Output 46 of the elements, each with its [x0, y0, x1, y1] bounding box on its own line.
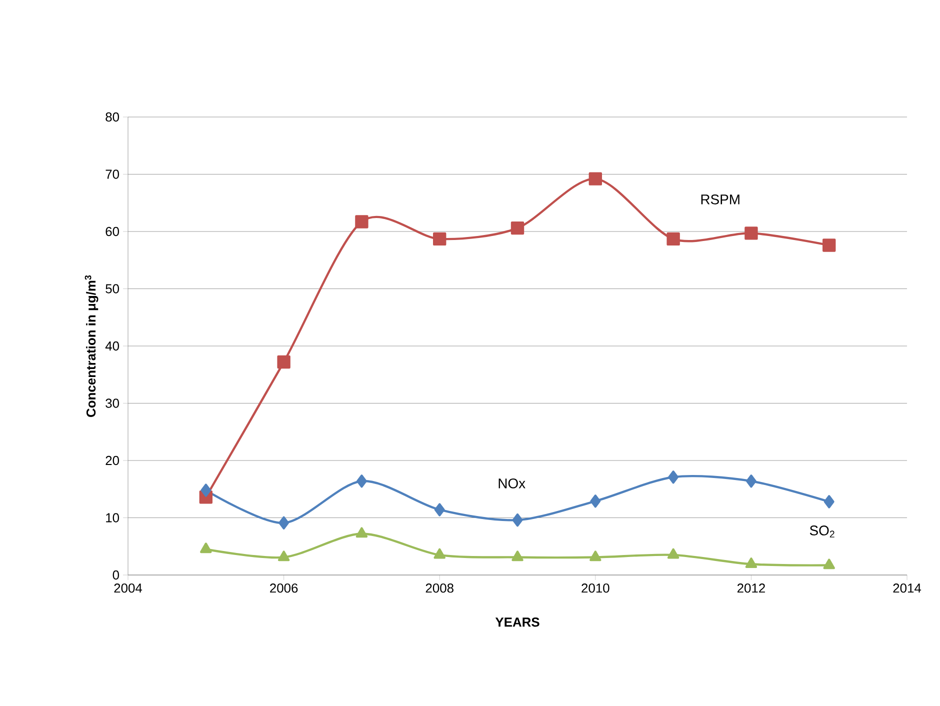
series-label: NOx	[498, 478, 526, 488]
y-tick-label: 70	[106, 170, 120, 179]
x-tick-label: 2004	[114, 584, 142, 593]
point	[744, 226, 758, 240]
x-tick-label: 2014	[893, 584, 922, 593]
point	[746, 474, 756, 488]
y-tick-label: 60	[106, 226, 120, 236]
point	[278, 550, 290, 562]
y-tick-label: 80	[106, 112, 120, 122]
point	[510, 221, 524, 235]
y-tick-label: 50	[106, 284, 120, 294]
series-label: SO$_{2}$	[810, 526, 834, 538]
y-axis-title: Concentration in μg/m$^{3}$	[84, 275, 98, 417]
point	[745, 558, 758, 568]
point	[822, 238, 836, 252]
point	[824, 495, 834, 508]
y-tick-label: 20	[106, 456, 120, 466]
point	[590, 494, 601, 508]
y-tick-label: 40	[105, 341, 120, 351]
point	[434, 503, 445, 516]
point	[356, 527, 368, 538]
x-tick-label: 2006	[270, 584, 298, 593]
point	[278, 516, 290, 530]
point	[434, 548, 446, 559]
point	[355, 215, 368, 228]
x-tick-label: 2008	[426, 584, 454, 593]
point	[200, 542, 212, 554]
point	[823, 558, 835, 570]
point	[668, 470, 679, 484]
point	[667, 548, 680, 559]
point	[200, 484, 212, 497]
series-label: RSPM	[701, 194, 740, 204]
point	[588, 172, 602, 186]
point	[590, 550, 602, 562]
point	[277, 355, 290, 369]
point	[512, 550, 524, 562]
y-tick-label: 30	[106, 398, 120, 408]
point	[512, 513, 523, 527]
y-tick-label: 10	[106, 513, 120, 522]
point	[666, 232, 680, 246]
point	[433, 232, 446, 246]
y-tick-label: 0	[112, 570, 120, 580]
x-axis-title: YEARS	[495, 618, 540, 627]
point	[356, 474, 367, 488]
x-tick-label: 2010	[582, 584, 610, 593]
x-tick-label: 2012	[737, 584, 765, 593]
